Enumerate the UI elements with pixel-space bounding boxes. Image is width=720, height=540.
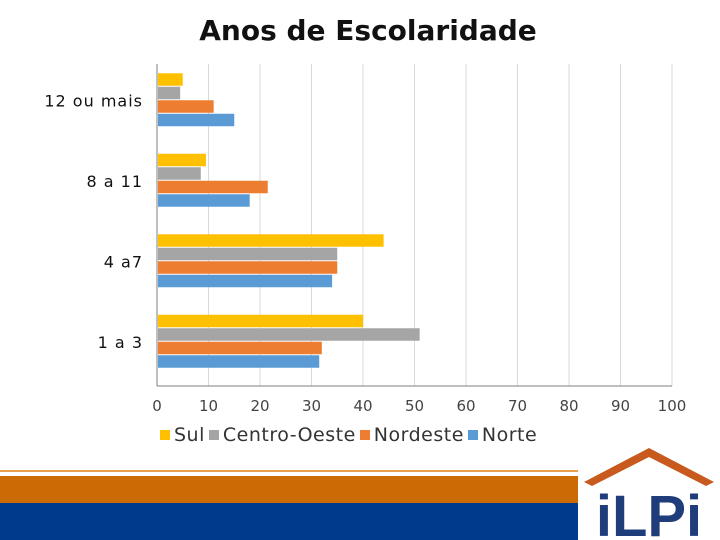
x-tick-label: 20: [250, 397, 269, 415]
legend-item-sul: Sul: [160, 424, 205, 446]
bar-nordeste-2: [158, 261, 338, 274]
bar-chart: 0 10 20 30 40 50 60 70 80 90 100 12 ou mais 8 a 11 4 …: [44, 64, 687, 415]
bar-norte-2: [158, 274, 333, 288]
bar-nordeste-0: [158, 100, 214, 113]
bar-nordeste-3: [158, 341, 322, 355]
x-tick-label: 0: [152, 397, 162, 415]
legend-swatch-nordeste: [359, 430, 370, 440]
x-tick-label: 80: [559, 397, 578, 415]
legend-swatch-centro-oeste: [208, 430, 219, 440]
ilpi-logo: iLPi: [578, 444, 720, 540]
legend-label-nordeste: Nordeste: [373, 424, 464, 446]
footer-divider: [0, 470, 720, 472]
logo-background: [578, 444, 720, 540]
house-roof-icon: [584, 448, 714, 486]
x-tick-label: 100: [658, 397, 687, 415]
x-tick-label: 90: [611, 397, 630, 415]
category-label: 12 ou mais: [44, 91, 143, 110]
x-tick-label: 30: [302, 397, 321, 415]
x-tick-label: 50: [405, 397, 424, 415]
bar-nordeste-1: [158, 180, 268, 194]
bar-centro-oeste-2: [158, 247, 338, 261]
category-label: 4 a7: [104, 252, 143, 271]
chart-title: Anos de Escolaridade: [199, 14, 537, 47]
chart-legend: Sul Centro-Oeste Nordeste Norte: [160, 424, 541, 446]
bar-centro-oeste-0: [158, 86, 181, 100]
legend-label-sul: Sul: [174, 424, 205, 446]
legend-label-centro-oeste: Centro-Oeste: [222, 424, 356, 446]
bar-norte-3: [158, 355, 320, 368]
legend-swatch-sul: [160, 430, 170, 440]
bar-sul-0: [158, 73, 183, 86]
category-label: 1 a 3: [98, 333, 143, 352]
logo-text: iLPi: [596, 484, 702, 540]
bar-sul-2: [158, 234, 384, 247]
x-tick-label: 70: [508, 397, 527, 415]
x-tick-label: 10: [199, 397, 218, 415]
category-label: 8 a 11: [86, 172, 143, 191]
bar-sul-3: [158, 314, 363, 328]
legend-item-centro-oeste: Centro-Oeste: [208, 424, 356, 446]
bar-centro-oeste-3: [158, 328, 420, 341]
legend-item-norte: Norte: [467, 424, 538, 446]
bar-norte-1: [158, 194, 250, 207]
legend-item-nordeste: Nordeste: [359, 424, 464, 446]
bar-sul-1: [158, 153, 206, 167]
bar-norte-0: [158, 113, 235, 127]
bar-centro-oeste-1: [158, 167, 201, 180]
legend-swatch-norte: [467, 430, 478, 440]
x-tick-label: 40: [353, 397, 372, 415]
legend-label-norte: Norte: [481, 424, 538, 446]
x-tick-label: 60: [456, 397, 475, 415]
